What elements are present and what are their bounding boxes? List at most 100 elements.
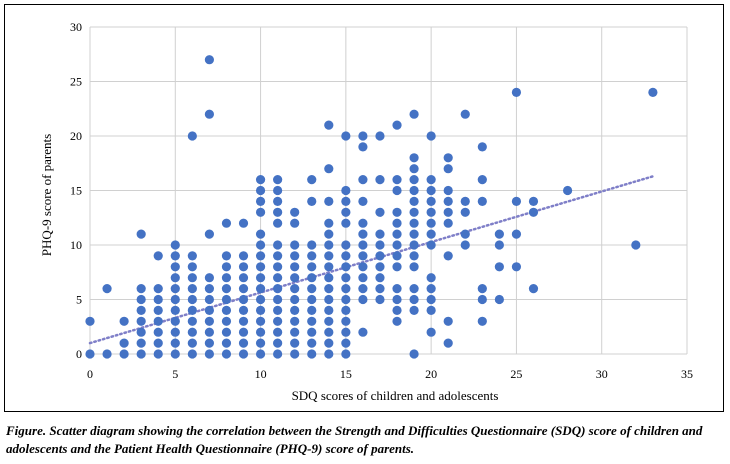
data-point (238, 294, 249, 305)
data-point (341, 196, 351, 206)
data-point (392, 240, 402, 250)
data-point (409, 185, 419, 196)
data-point (426, 196, 436, 206)
data-point (204, 284, 214, 294)
data-point (307, 262, 317, 272)
data-point (238, 327, 249, 337)
data-point (255, 284, 266, 294)
data-point (290, 251, 300, 261)
data-point (204, 338, 214, 348)
data-point (273, 273, 283, 283)
data-point (187, 305, 197, 315)
data-point (375, 175, 385, 185)
x-tick-label: 25 (510, 367, 522, 381)
data-point (102, 349, 112, 359)
data-point (494, 229, 504, 239)
data-point (358, 229, 368, 239)
data-point (324, 305, 334, 315)
data-point (528, 207, 539, 217)
data-point (409, 284, 419, 294)
data-point (307, 196, 317, 206)
data-point (119, 338, 129, 348)
data-point (324, 273, 334, 283)
data-point (511, 262, 522, 272)
grid-lines (89, 26, 688, 355)
data-point (255, 316, 266, 326)
data-point (204, 349, 214, 359)
data-point (443, 316, 453, 326)
data-point (170, 294, 180, 305)
data-point (238, 218, 249, 228)
data-point (631, 240, 641, 250)
data-point (563, 185, 573, 196)
data-point (255, 327, 266, 337)
data-point (358, 218, 368, 228)
data-point (273, 207, 283, 217)
data-point (409, 109, 419, 119)
data-point (392, 185, 402, 196)
data-point (426, 175, 436, 185)
data-point (136, 338, 146, 348)
data-point (170, 240, 180, 250)
data-point (494, 294, 504, 305)
data-point (187, 294, 197, 305)
data-point (170, 316, 180, 326)
data-point (273, 338, 283, 348)
data-point (221, 218, 232, 228)
data-point (204, 327, 214, 337)
data-point (136, 229, 146, 239)
data-point (477, 294, 487, 305)
y-tick-label: 15 (70, 184, 82, 198)
data-point (460, 229, 470, 239)
data-point (153, 251, 163, 261)
data-point (324, 120, 334, 130)
data-point (358, 196, 368, 206)
data-point (307, 284, 317, 294)
data-point (324, 218, 334, 228)
data-point (460, 109, 470, 119)
data-point (409, 251, 419, 261)
data-point (290, 305, 300, 315)
data-point (341, 316, 351, 326)
data-point (341, 273, 351, 283)
data-point (409, 262, 419, 272)
data-point (255, 305, 266, 315)
data-point (153, 305, 163, 315)
y-tick-label: 0 (76, 347, 82, 361)
data-point (443, 164, 453, 174)
data-point (341, 327, 351, 337)
data-point (238, 316, 249, 326)
data-point (392, 207, 402, 217)
data-point (153, 327, 163, 337)
data-point (324, 229, 334, 239)
data-point (273, 251, 283, 261)
data-point (238, 273, 249, 283)
data-point (307, 316, 317, 326)
data-point (375, 273, 385, 283)
data-point (324, 294, 334, 305)
data-point (290, 262, 300, 272)
data-point (426, 305, 436, 315)
data-point (511, 87, 522, 97)
data-point (324, 338, 334, 348)
data-point (443, 251, 453, 261)
data-point (255, 294, 266, 305)
data-point (187, 273, 197, 283)
data-point (307, 251, 317, 261)
data-point (273, 185, 283, 196)
data-point (273, 218, 283, 228)
data-point (255, 207, 266, 217)
data-point (204, 109, 214, 119)
data-point (341, 185, 351, 196)
data-point (221, 262, 232, 272)
data-point (494, 240, 504, 250)
data-point (341, 305, 351, 315)
data-point (136, 316, 146, 326)
data-point (409, 164, 419, 174)
data-point (324, 349, 334, 359)
data-point (528, 284, 539, 294)
data-point (341, 349, 351, 359)
data-point (255, 251, 266, 261)
data-point (426, 185, 436, 196)
data-point (170, 273, 180, 283)
